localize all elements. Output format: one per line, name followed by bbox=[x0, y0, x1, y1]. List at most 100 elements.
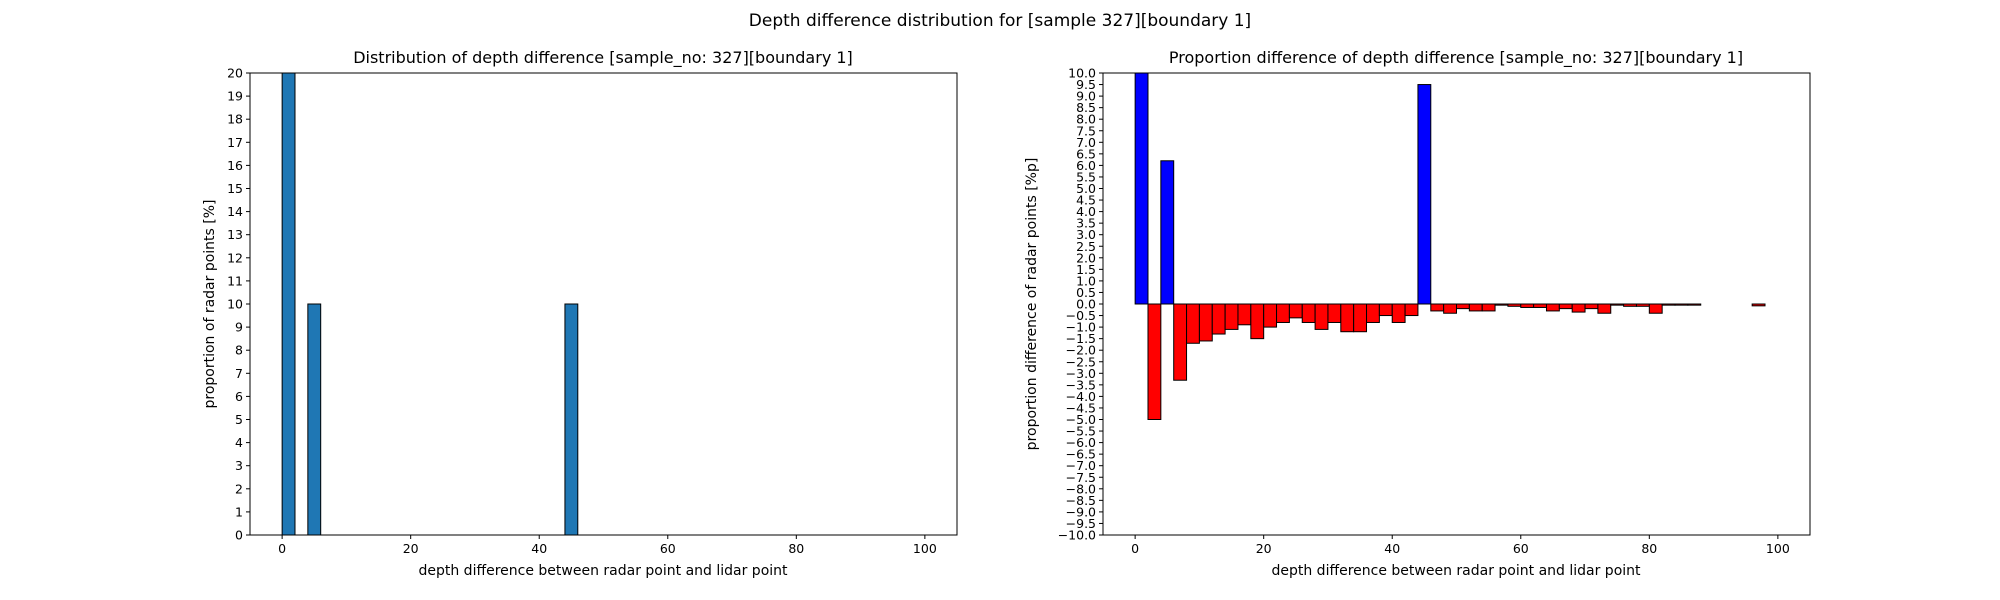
right-chart-ytick-label: 3.0 bbox=[1076, 227, 1096, 242]
left-chart-ytick-label: 17 bbox=[227, 135, 243, 150]
left-chart-ytick-label: 16 bbox=[227, 158, 243, 173]
left-chart-xtick-label: 40 bbox=[531, 541, 547, 556]
right-chart-bar bbox=[1520, 303, 1535, 308]
left-chart-ytick-label: 2 bbox=[235, 481, 243, 496]
left-chart-ytick-label: 20 bbox=[227, 66, 243, 81]
right-chart-bar bbox=[1597, 303, 1612, 314]
right-chart-ylabel: proportion difference of radar points [%… bbox=[1024, 158, 1040, 451]
right-chart-ytick-label: 6.5 bbox=[1076, 146, 1096, 161]
right-chart-ytick-label: −4.5 bbox=[1066, 400, 1096, 415]
right-chart-bar bbox=[1366, 303, 1380, 323]
left-chart-ytick-label: 7 bbox=[235, 366, 243, 381]
right-chart-ytick-label: −3.5 bbox=[1066, 377, 1096, 392]
left-chart-ytick-label: 3 bbox=[235, 458, 243, 473]
right-chart-bar bbox=[1237, 303, 1252, 326]
right-chart-ytick-label: 6.0 bbox=[1076, 158, 1096, 173]
right-chart-bar bbox=[1545, 303, 1560, 312]
right-chart-ytick-label: 2.0 bbox=[1076, 250, 1096, 265]
left-chart-bar bbox=[281, 72, 296, 536]
left-chart-ytick-label: 4 bbox=[235, 435, 243, 450]
right-chart-ytick-label: 9.0 bbox=[1076, 89, 1096, 104]
left-chart-ytick-label: 19 bbox=[227, 89, 243, 104]
right-chart-bar bbox=[1288, 303, 1303, 319]
right-chart-bar bbox=[1224, 303, 1239, 330]
right-chart-bar bbox=[1430, 303, 1445, 312]
right-chart-bar bbox=[1147, 303, 1162, 420]
left-chart-xlabel: depth difference between radar point and… bbox=[418, 563, 788, 579]
left-chart-bar bbox=[307, 303, 322, 536]
right-chart-ytick-label: 2.5 bbox=[1076, 239, 1096, 254]
right-chart-xtick-label: 40 bbox=[1384, 541, 1400, 556]
right-chart-ytick-label: −0.5 bbox=[1066, 308, 1096, 323]
right-chart-ytick-label: 1.5 bbox=[1076, 262, 1096, 277]
left-chart-xtick-label: 80 bbox=[788, 541, 804, 556]
right-chart-bar bbox=[1301, 303, 1316, 323]
right-chart-bar bbox=[1186, 303, 1200, 344]
right-chart-bar bbox=[1661, 303, 1676, 306]
left-chart-xtick-label: 60 bbox=[660, 541, 676, 556]
figure-suptitle: Depth difference distribution for [sampl… bbox=[749, 11, 1251, 31]
right-chart-xtick-label: 60 bbox=[1513, 541, 1529, 556]
right-chart-bar bbox=[1173, 303, 1188, 381]
right-chart-ytick-label: −1.5 bbox=[1066, 331, 1096, 346]
right-chart-bar bbox=[1623, 303, 1637, 307]
right-chart-bar bbox=[1674, 303, 1689, 306]
right-chart-bar bbox=[1481, 303, 1496, 312]
right-chart-ytick-label: −7.5 bbox=[1066, 470, 1096, 485]
right-chart-bar bbox=[1250, 303, 1265, 340]
right-chart-bar bbox=[1404, 303, 1419, 317]
left-chart-title: Distribution of depth difference [sample… bbox=[353, 48, 853, 68]
left-chart-ytick-label: 0 bbox=[235, 528, 243, 543]
right-chart-ytick-label: −3.0 bbox=[1066, 366, 1096, 381]
right-chart-ytick-label: −6.5 bbox=[1066, 447, 1096, 462]
left-chart-axes-frame bbox=[249, 72, 958, 536]
right-chart-ytick-label: −2.0 bbox=[1066, 343, 1096, 358]
right-chart-xtick-label: 100 bbox=[1766, 541, 1790, 556]
right-chart-ytick-label: 0.0 bbox=[1076, 297, 1096, 312]
left-chart-ytick-label: 1 bbox=[235, 504, 243, 519]
right-chart-ytick-label: −8.0 bbox=[1066, 481, 1096, 496]
right-chart-bar bbox=[1391, 303, 1406, 323]
right-chart-ytick-label: 9.5 bbox=[1076, 77, 1096, 92]
left-chart-ticks: 0 20 40 60 80 1000123456789101112131415161718… bbox=[227, 66, 937, 557]
right-chart-bar bbox=[1610, 303, 1625, 306]
right-chart-bar bbox=[1378, 303, 1393, 317]
left-chart-ytick-label: 13 bbox=[227, 227, 243, 242]
left-chart-ytick-label: 18 bbox=[227, 112, 243, 127]
right-chart-bar bbox=[1263, 303, 1278, 328]
right-chart-ytick-label: −7.0 bbox=[1066, 458, 1096, 473]
right-chart-bar bbox=[1635, 303, 1650, 307]
left-chart-ytick-label: 8 bbox=[235, 343, 243, 358]
right-chart-ytick-label: −4.0 bbox=[1066, 389, 1096, 404]
right-chart-bar bbox=[1751, 303, 1766, 307]
left-chart-ytick-label: 10 bbox=[227, 297, 243, 312]
right-chart-xlabel: depth difference between radar point and… bbox=[1271, 563, 1641, 579]
right-chart-ytick-label: 0.5 bbox=[1076, 285, 1096, 300]
right-chart-ytick-label: 5.0 bbox=[1076, 181, 1096, 196]
right-chart-ytick-label: −5.0 bbox=[1066, 412, 1096, 427]
right-chart-bar bbox=[1533, 303, 1547, 308]
right-chart-ytick-label: −6.0 bbox=[1066, 435, 1096, 450]
right-chart-ytick-label: 4.5 bbox=[1076, 193, 1096, 208]
right-chart-ytick-label: 7.0 bbox=[1076, 135, 1096, 150]
left-chart-xtick-label: 100 bbox=[913, 541, 937, 556]
right-chart-ytick-label: 1.0 bbox=[1076, 273, 1096, 288]
right-chart-ytick-label: −9.0 bbox=[1066, 504, 1096, 519]
right-chart-ytick-label: 4.0 bbox=[1076, 204, 1096, 219]
right-chart-bar bbox=[1314, 303, 1329, 330]
right-chart-ytick-label: 3.5 bbox=[1076, 216, 1096, 231]
right-chart-bar bbox=[1134, 72, 1149, 305]
right-chart-bar bbox=[1687, 303, 1702, 306]
right-chart-bar bbox=[1494, 303, 1509, 306]
right-chart-bar bbox=[1340, 303, 1355, 333]
right-chart-panel: Proportion difference of depth differenc… bbox=[1024, 48, 1811, 579]
right-chart-bar bbox=[1571, 303, 1586, 313]
right-chart-bar bbox=[1160, 160, 1175, 305]
left-chart-xtick-label: 0 bbox=[278, 541, 286, 556]
right-chart-ytick-label: 8.5 bbox=[1076, 100, 1096, 115]
right-chart-axes-frame bbox=[1102, 72, 1811, 536]
right-chart-bar bbox=[1456, 303, 1470, 310]
left-chart-ytick-label: 15 bbox=[227, 181, 243, 196]
right-chart-ytick-label: 10.0 bbox=[1068, 66, 1096, 81]
right-chart-xtick-label: 20 bbox=[1256, 541, 1272, 556]
